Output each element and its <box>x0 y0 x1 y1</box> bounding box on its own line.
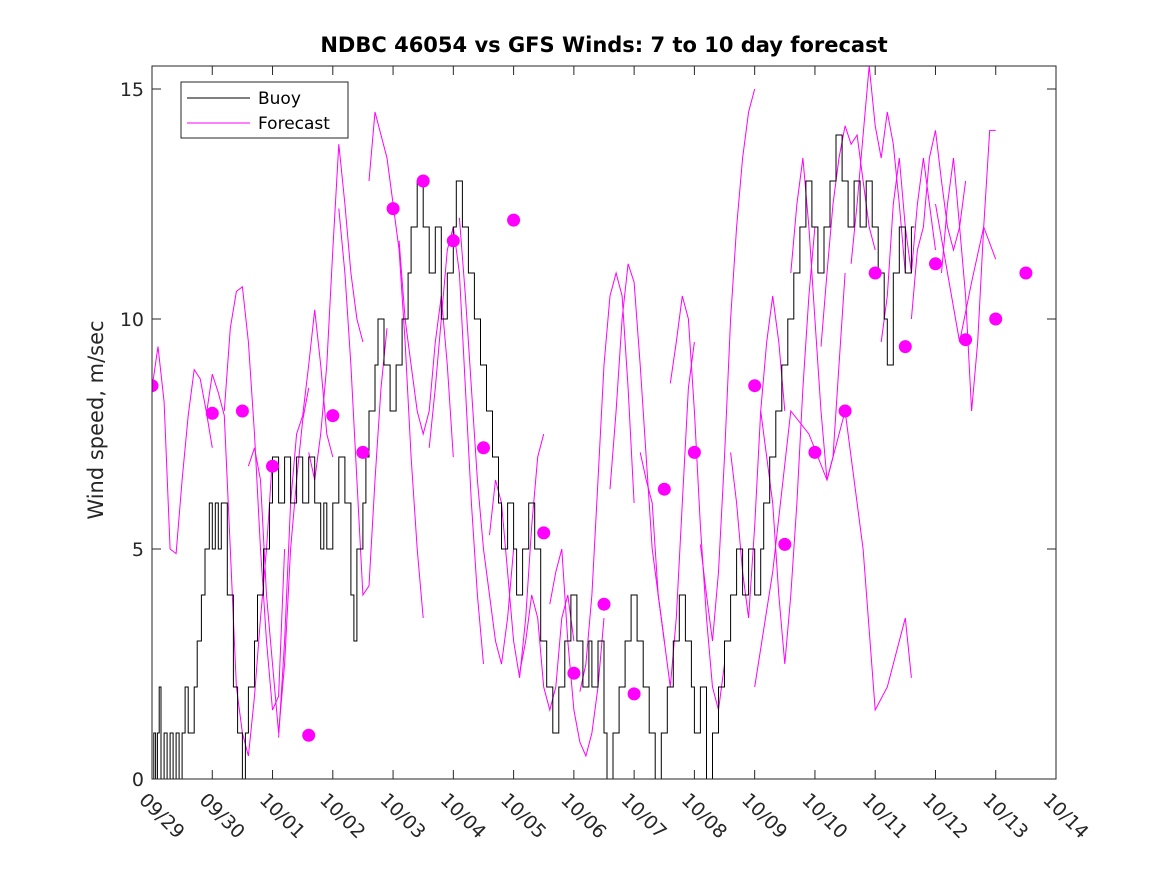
forecast-line-8 <box>368 111 424 619</box>
forecast-line-1 <box>152 346 213 555</box>
forecast-marker-28 <box>1019 266 1033 280</box>
forecast-markers <box>152 174 1033 742</box>
forecast-line-23 <box>820 125 876 347</box>
forecast-marker-11 <box>477 441 490 455</box>
x-tick-label: 10/12 <box>918 789 972 843</box>
y-axis-ticks: 0 5 10 15 <box>120 79 1056 791</box>
forecast-marker-13 <box>537 526 551 540</box>
forecast-marker-15 <box>597 597 611 611</box>
x-tick-label: 09/29 <box>134 789 188 843</box>
x-tick-label: 10/08 <box>677 789 731 843</box>
forecast-line-26 <box>910 130 967 320</box>
forecast-line-19 <box>699 88 756 642</box>
plot-area-border <box>151 65 1057 780</box>
forecast-marker-7 <box>356 445 370 459</box>
legend-forecast-label: Forecast <box>258 114 330 134</box>
forecast-marker-20 <box>778 537 792 551</box>
forecast-line-6 <box>308 144 364 481</box>
forecast-line-11 <box>458 217 515 665</box>
forecast-marker-14 <box>567 666 581 680</box>
forecast-marker-18 <box>687 445 701 459</box>
legend-buoy-label: Buoy <box>258 89 301 109</box>
x-tick-label: 10/10 <box>797 789 851 843</box>
forecast-line-14 <box>549 548 605 758</box>
forecast-line-2 <box>205 374 273 757</box>
forecast-line-18 <box>669 295 725 711</box>
forecast-marker-17 <box>657 482 671 496</box>
y-axis-label: Wind speed, m/sec <box>84 320 108 519</box>
forecast-marker-6 <box>326 409 340 423</box>
legend-box <box>180 81 349 139</box>
forecast-line-4 <box>247 387 310 734</box>
forecast-line-3 <box>223 285 286 711</box>
y-tick-label: 15 <box>120 79 144 101</box>
forecast-line-24 <box>850 66 906 274</box>
x-tick-label: 10/05 <box>496 789 550 843</box>
forecast-line-16 <box>609 263 665 642</box>
forecast-marker-19 <box>748 379 762 393</box>
x-tick-label: 10/13 <box>978 789 1032 843</box>
x-tick-label: 09/30 <box>195 789 249 843</box>
forecast-series <box>152 66 997 758</box>
y-tick-label: 5 <box>132 539 144 561</box>
forecast-marker-1 <box>152 379 159 393</box>
y-tick-label: 0 <box>132 769 144 791</box>
forecast-line-29 <box>935 203 997 343</box>
legend: Buoy Forecast <box>180 81 349 139</box>
forecast-line-27 <box>941 129 996 412</box>
x-tick-label: 10/06 <box>556 789 610 843</box>
forecast-marker-2 <box>205 406 219 420</box>
forecast-marker-9 <box>416 174 430 188</box>
forecast-marker-16 <box>627 687 641 701</box>
y-tick-label: 10 <box>120 309 144 331</box>
forecast-marker-26 <box>959 333 973 347</box>
forecast-marker-21 <box>808 445 822 459</box>
forecast-line-22 <box>790 157 846 481</box>
forecast-marker-27 <box>989 312 1003 326</box>
x-tick-label: 10/01 <box>255 789 309 843</box>
forecast-line-25 <box>880 157 936 343</box>
forecast-line-5 <box>278 309 334 738</box>
forecast-line-17 <box>639 341 695 688</box>
buoy-line <box>152 134 915 779</box>
x-tick-label: 10/11 <box>858 789 912 843</box>
forecast-line-15 <box>579 271 635 692</box>
forecast-marker-22 <box>838 404 852 418</box>
x-tick-label: 10/07 <box>617 789 671 843</box>
forecast-line-13 <box>519 594 575 712</box>
forecast-marker-23 <box>868 266 882 280</box>
forecast-marker-24 <box>898 340 912 354</box>
x-tick-label: 10/04 <box>436 789 490 843</box>
x-tick-label: 10/09 <box>737 789 791 843</box>
buoy-series <box>152 134 915 779</box>
forecast-line-10 <box>428 226 484 665</box>
forecast-marker-12 <box>507 213 521 227</box>
forecast-marker-5 <box>302 728 316 742</box>
chart-title: NDBC 46054 vs GFS Winds: 7 to 10 day for… <box>320 33 887 57</box>
x-tick-label: 10/02 <box>315 789 369 843</box>
forecast-marker-8 <box>386 202 400 216</box>
forecast-line-20 <box>730 295 786 619</box>
forecast-marker-3 <box>235 404 249 418</box>
x-tick-label: 10/03 <box>376 789 430 843</box>
forecast-line-28 <box>754 409 912 712</box>
forecast-marker-10 <box>446 234 460 248</box>
x-tick-label: 10/14 <box>1038 789 1092 843</box>
forecast-marker-25 <box>929 257 942 271</box>
forecast-marker-4 <box>266 459 279 473</box>
forecast-line-9 <box>398 240 454 458</box>
forecast-line-7 <box>338 208 388 597</box>
